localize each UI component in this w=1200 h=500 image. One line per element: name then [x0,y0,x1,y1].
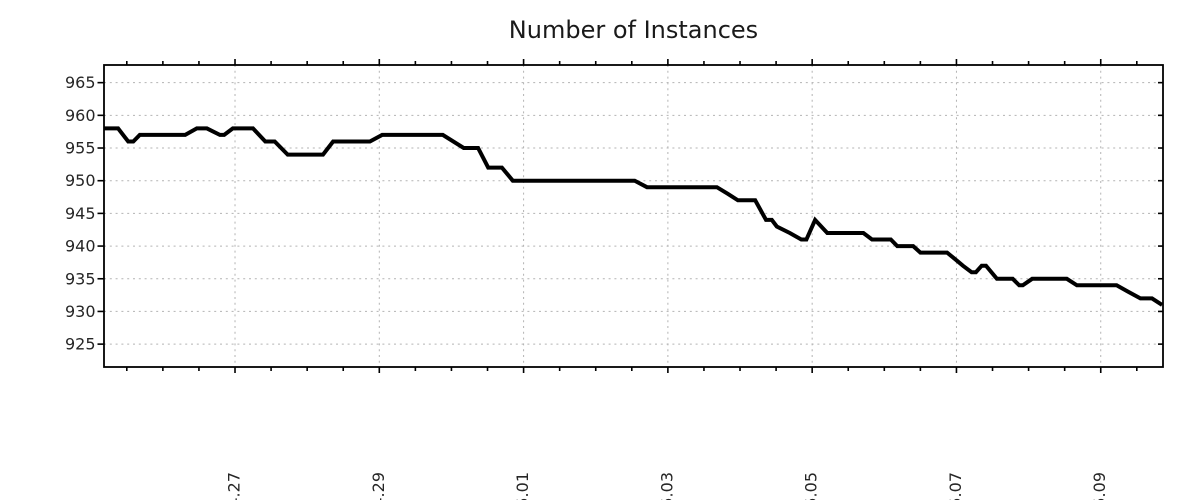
x-tick-label: 2024.05.05 [802,472,821,500]
x-tick-label: 2024.05.03 [657,472,676,500]
y-tick-label: 935 [65,269,96,288]
y-tick-label: 930 [65,302,96,321]
chart-title: Number of Instances [508,16,759,44]
y-tick-label: 965 [65,73,96,92]
y-tick-label: 925 [65,335,96,354]
y-tick-label: 945 [65,204,96,223]
x-tick-label: 2024.05.01 [513,472,532,500]
x-tick-label: 2024.05.07 [946,472,965,500]
y-tick-label: 955 [65,139,96,158]
y-tick-label: 950 [65,171,96,190]
y-tick-label: 940 [65,237,96,256]
x-tick-label: 2024.05.09 [1090,472,1109,500]
plot-frame [103,64,1164,368]
data-line-instances [103,126,1164,307]
x-tick-label: 2024.04.27 [225,472,244,500]
x-tick-label: 2024.04.29 [369,472,388,500]
y-tick-label: 960 [65,106,96,125]
